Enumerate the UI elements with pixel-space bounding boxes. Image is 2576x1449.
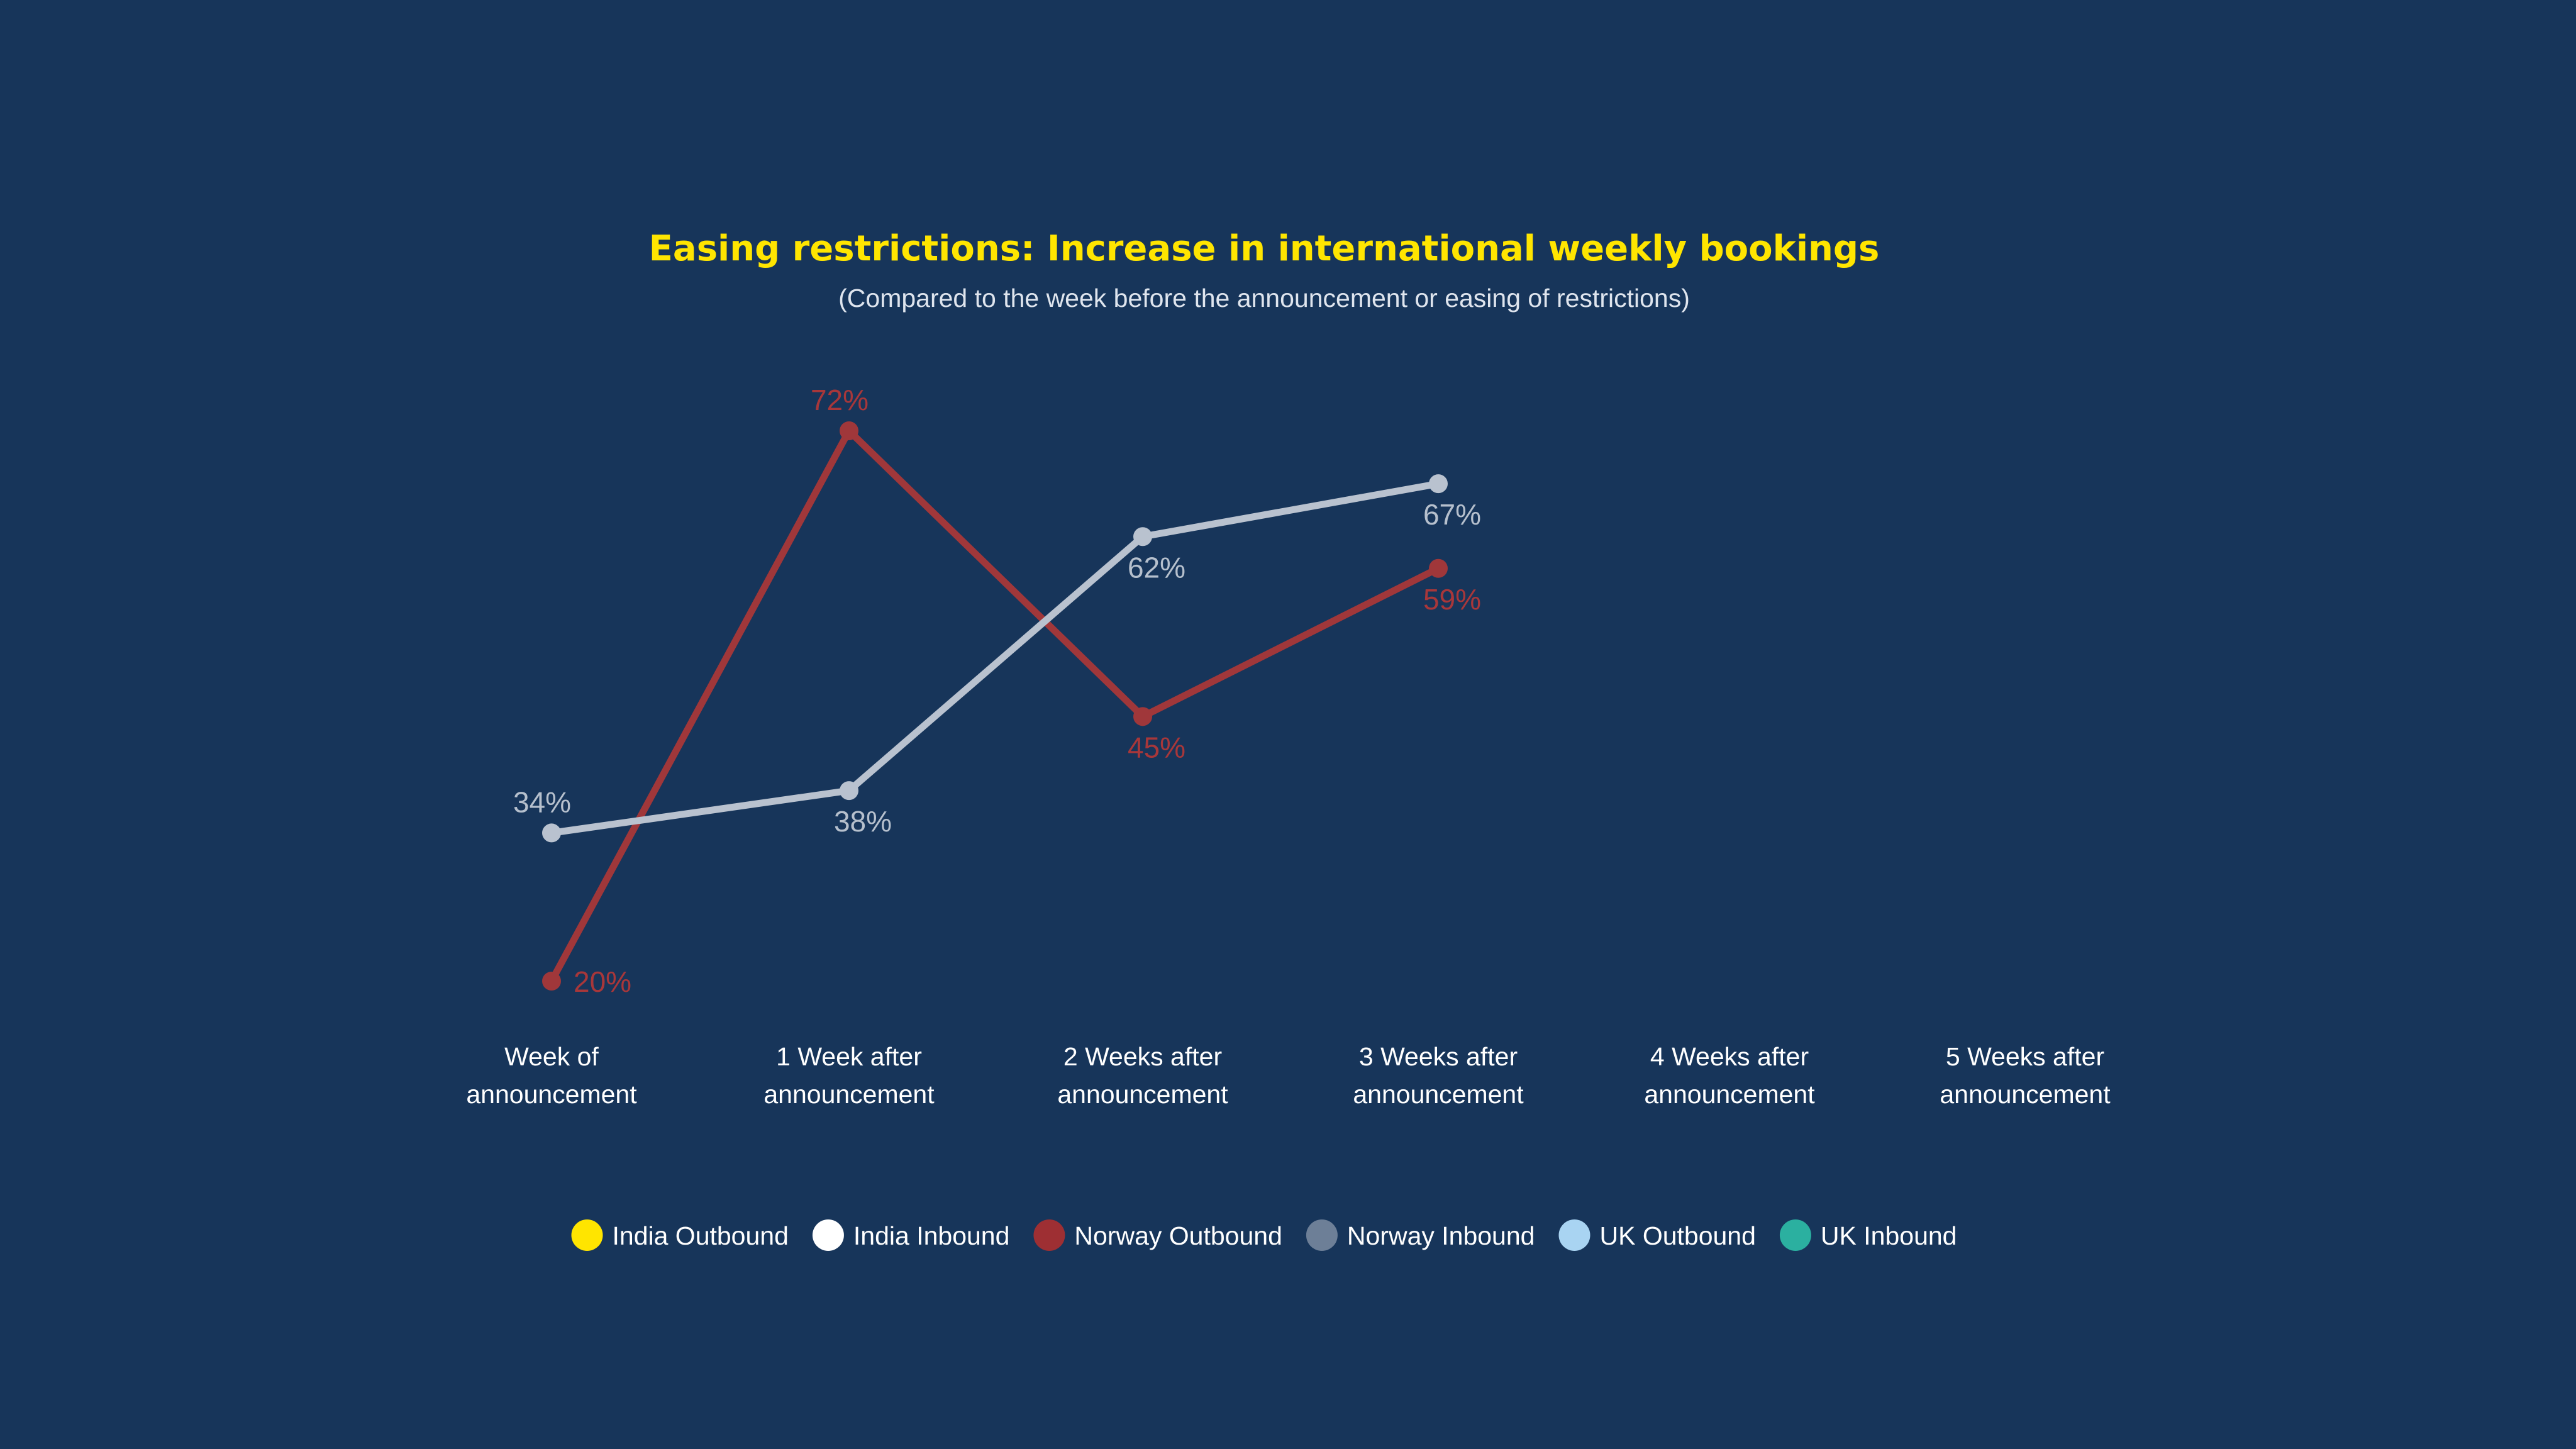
- x-tick-label: 4 Weeks after announcement: [1644, 1042, 1815, 1109]
- legend-label: India Inbound: [853, 1221, 1010, 1250]
- norway-inbound-point: [1429, 474, 1448, 494]
- legend-item[interactable]: Norway Outbound: [1033, 1219, 1282, 1251]
- legend-swatch: [571, 1219, 603, 1251]
- norway-inbound-data-label: 34%: [513, 786, 571, 818]
- x-tick-label: 2 Weeks after announcement: [1057, 1042, 1228, 1109]
- x-tick-label-line: 2 Weeks after: [1063, 1042, 1222, 1071]
- norway-inbound-data-label: 62%: [1128, 551, 1185, 584]
- chart-title: Easing restrictions: Increase in interna…: [649, 228, 1880, 269]
- norway-inbound-point: [840, 781, 858, 801]
- legend-label: Norway Inbound: [1347, 1221, 1535, 1250]
- series-points: [542, 421, 1448, 991]
- x-tick-label-line: Week of: [504, 1042, 599, 1071]
- legend-item[interactable]: UK Inbound: [1779, 1219, 1957, 1251]
- legend: India Outbound India Inbound Norway Outbou…: [571, 1219, 1957, 1251]
- norway-outbound-point: [840, 421, 858, 440]
- norway-outbound-line: [548, 427, 1442, 985]
- x-tick-label-line: 4 Weeks after: [1650, 1042, 1809, 1071]
- x-tick-label-line: announcement: [763, 1080, 935, 1109]
- legend-item[interactable]: UK Outbound: [1558, 1219, 1756, 1251]
- legend-swatch: [1306, 1219, 1338, 1251]
- legend-item[interactable]: India Inbound: [812, 1219, 1010, 1251]
- legend-item[interactable]: Norway Inbound: [1306, 1219, 1535, 1251]
- norway-outbound-data-label: 20%: [574, 965, 631, 998]
- x-tick-label-line: 3 Weeks after: [1359, 1042, 1518, 1071]
- x-tick-label-line: announcement: [466, 1080, 637, 1109]
- legend-swatch: [1033, 1219, 1065, 1251]
- legend-label: India Outbound: [613, 1221, 789, 1250]
- legend-swatch: [812, 1219, 844, 1251]
- norway-inbound-data-label: 38%: [834, 805, 892, 838]
- x-tick-label-line: announcement: [1644, 1080, 1815, 1109]
- legend-swatch: [1779, 1219, 1811, 1251]
- norway-outbound-data-label: 59%: [1423, 583, 1481, 616]
- legend-label: UK Inbound: [1821, 1221, 1957, 1250]
- x-tick-label: Week of announcement: [466, 1042, 637, 1109]
- x-tick-label-line: announcement: [1353, 1080, 1524, 1109]
- legend-item[interactable]: India Outbound: [571, 1219, 789, 1251]
- norway-outbound-data-label: 45%: [1128, 731, 1185, 763]
- norway-inbound-point: [1133, 527, 1152, 547]
- legend-swatch: [1558, 1219, 1591, 1251]
- series-lines: [548, 427, 1442, 985]
- norway-outbound-point: [1429, 558, 1448, 578]
- norway-outbound-point: [1133, 707, 1152, 726]
- norway-outbound-data-label: 72%: [811, 384, 869, 416]
- x-tick-label: 5 Weeks after announcement: [1940, 1042, 2111, 1109]
- norway-inbound-line: [548, 480, 1442, 836]
- x-tick-label: 1 Week after announcement: [763, 1042, 935, 1109]
- data-labels: 20% 72% 45% 59% 34% 38% 62% 67%: [513, 384, 1481, 998]
- norway-inbound-data-label: 67%: [1423, 498, 1481, 531]
- chart-subtitle: (Compared to the week before the announc…: [838, 284, 1690, 313]
- x-tick-label-line: 5 Weeks after: [1946, 1042, 2104, 1071]
- x-tick-label-line: announcement: [1940, 1080, 2111, 1109]
- x-tick-label-line: announcement: [1057, 1080, 1228, 1109]
- legend-label: Norway Outbound: [1074, 1221, 1282, 1250]
- legend-label: UK Outbound: [1599, 1221, 1755, 1250]
- x-axis: Week of announcement 1 Week after announcem…: [466, 1042, 2111, 1109]
- x-tick-label-line: 1 Week after: [776, 1042, 922, 1071]
- norway-outbound-point: [542, 972, 561, 991]
- x-tick-label: 3 Weeks after announcement: [1353, 1042, 1524, 1109]
- norway-inbound-point: [542, 823, 561, 843]
